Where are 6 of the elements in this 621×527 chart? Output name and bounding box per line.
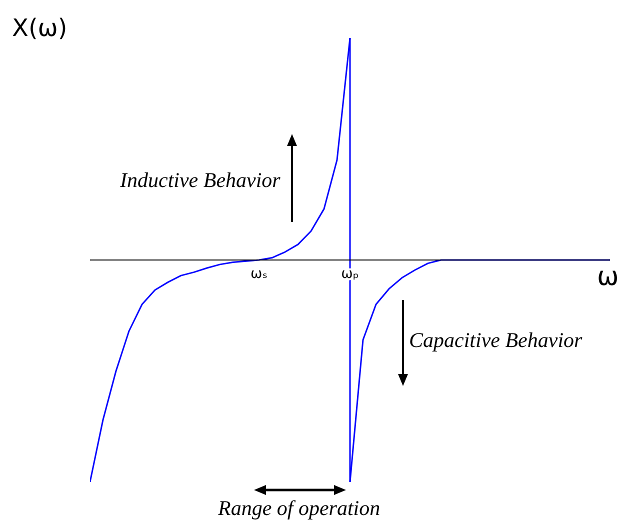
annotation: Inductive Behavior: [120, 168, 280, 193]
x-tick-label: ωₛ: [250, 266, 268, 282]
annotation: Capacitive Behavior: [409, 328, 582, 353]
x-axis-title: ω: [597, 262, 619, 292]
text: Range of operation: [218, 496, 380, 521]
y-axis-title: X(ω): [12, 14, 68, 42]
